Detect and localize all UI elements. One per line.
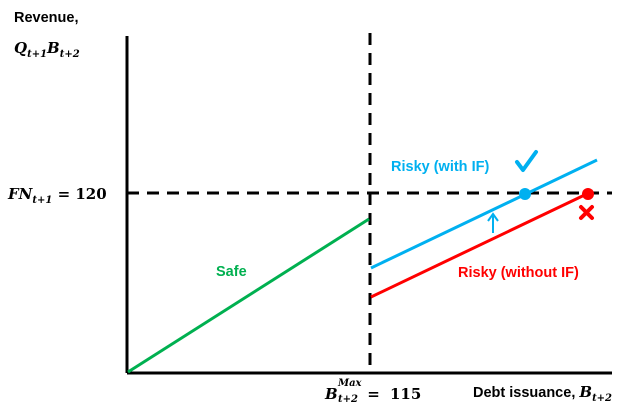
y-axis-title-line2: Qt+1Bt+2 xyxy=(14,39,80,60)
series-label-risky-without-if: Risky (without IF) xyxy=(458,265,579,281)
x-axis-title: Debt issuance, Bt+2 xyxy=(473,383,612,404)
x-threshold-eq: = xyxy=(362,385,385,403)
shift-up-arrow-icon xyxy=(487,212,499,233)
y-threshold-sub: t+1 xyxy=(32,195,52,206)
series-label-safe: Safe xyxy=(216,264,247,280)
y-threshold-value: 120 xyxy=(75,185,106,203)
series-line-risky-with-if xyxy=(370,158,598,270)
y-axis-title-sub1: t+1 xyxy=(27,49,47,60)
x-threshold-var: B xyxy=(324,385,338,403)
y-threshold-var: FN xyxy=(7,185,34,203)
x-threshold-value: 115 xyxy=(390,385,421,403)
y-axis-title-sub2: t+2 xyxy=(60,49,80,60)
series-line-safe xyxy=(127,217,370,374)
cross-mark-icon xyxy=(579,205,594,220)
x-threshold-label: B Max t+2 = 115 xyxy=(324,378,421,404)
x-threshold-sup: Max xyxy=(337,378,363,389)
x-axis-title-sub: t+2 xyxy=(592,393,612,404)
series-label-risky-with-if: Risky (with IF) xyxy=(391,159,489,175)
y-axis-title-line1: Revenue, xyxy=(14,10,78,26)
intersection-point-without-if xyxy=(582,188,594,200)
x-axis-title-text: Debt issuance, xyxy=(473,385,579,401)
series-line-risky-without-if xyxy=(370,189,594,299)
x-axis-title-var: B xyxy=(578,383,592,401)
x-threshold-sub: t+2 xyxy=(338,394,358,404)
y-axis-title-b: B xyxy=(46,39,60,57)
intersection-point-with-if xyxy=(519,188,531,200)
y-threshold-label: FNt+1 = 120 xyxy=(7,185,107,206)
y-axis-title-q: Q xyxy=(14,39,27,57)
y-threshold-eq: = xyxy=(52,185,75,203)
check-mark-icon xyxy=(515,150,538,172)
